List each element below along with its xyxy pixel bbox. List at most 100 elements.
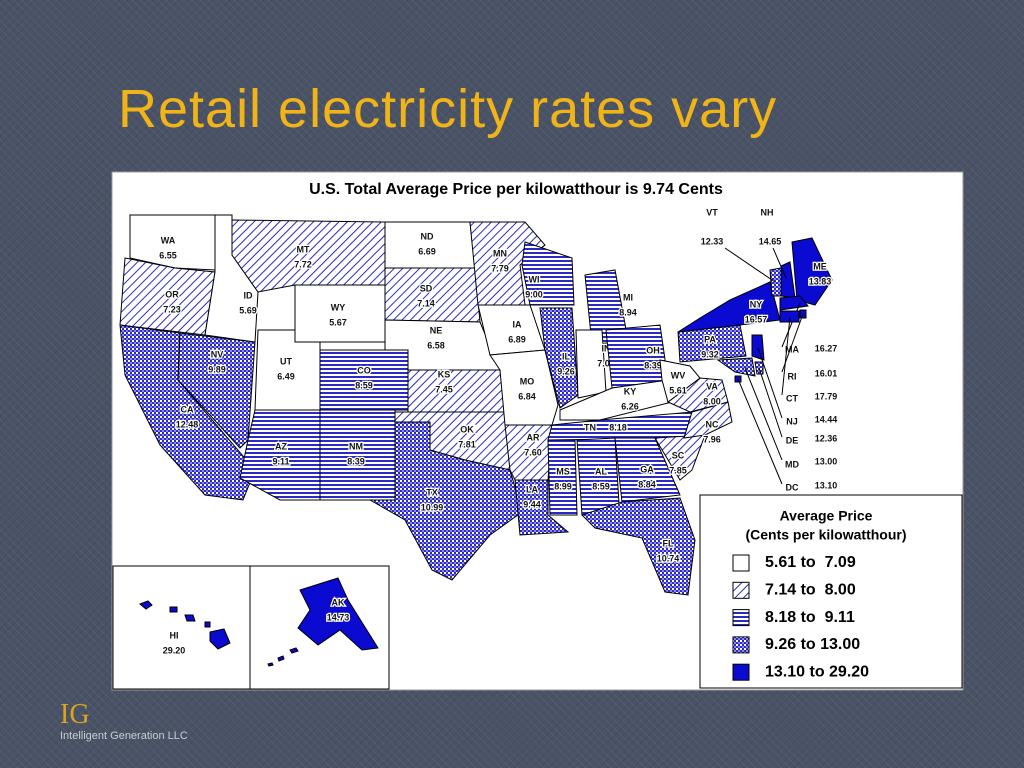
state [779,310,800,323]
leader-line [781,316,791,396]
state-value: 6.58 [427,340,445,350]
leader-line [724,247,776,283]
state-value: 17.79 [815,391,838,401]
state [139,600,231,650]
state-abbr: IA [513,319,523,329]
slide-title: Retail electricity rates vary [118,79,778,139]
hawaii-inset [112,565,251,690]
state-value: 9.44 [523,499,541,509]
state [319,409,396,501]
legend-swatch [732,554,750,572]
state-value: 6.89 [508,334,526,344]
state [521,241,575,306]
state-value: 5.69 [239,305,257,315]
state-value: 9.00 [525,289,543,299]
state-value: 12.33 [701,236,724,246]
state-abbr: KY [624,386,637,396]
legend-swatch [732,581,750,599]
state-abbr: WV [671,370,686,380]
state-value: 8.94 [619,307,637,317]
state-value: 14.73 [327,612,350,622]
state-abbr: OH [646,345,660,355]
state-abbr: TX [426,487,438,497]
state [407,369,506,413]
state-value: 7.96 [703,434,721,444]
state-value: 16.01 [815,368,838,378]
legend-label: 8.18 to 9.11 [765,609,855,626]
state [751,334,765,361]
state-abbr: OR [165,289,179,299]
legend-label: 13.10 to 29.20 [765,663,869,680]
state-value: 8.59 [355,380,373,390]
state-abbr: CT [786,393,798,403]
state-abbr: MT [297,244,310,254]
leader-line [772,247,787,279]
leader-line [758,367,783,438]
state-value: 5.67 [329,317,347,327]
state-abbr: FL [663,538,674,548]
legend-swatch [732,609,750,627]
state-value: 5.61 [669,385,687,395]
legend-label: 5.61 to 7.09 [765,554,856,571]
state-abbr: MN [493,248,507,258]
state-value: 9.26 [557,366,575,376]
state-abbr: NY [750,299,763,309]
state-abbr: IL [562,351,571,361]
state-abbr: CA [181,404,194,414]
state [779,295,809,311]
state-abbr: VA [706,381,718,391]
state-abbr: NJ [786,416,798,426]
state-value: 7.72 [294,259,312,269]
state-value: 6.84 [518,391,536,401]
state-abbr: DC [786,482,799,492]
state [231,219,386,293]
state-value: 7.85 [669,465,687,475]
state [129,214,216,271]
state-abbr: WI [529,274,540,284]
state-abbr: NH [761,207,774,217]
state-value: 6.26 [621,401,639,411]
state-value: 12.48 [176,419,199,429]
leader-line [757,347,783,419]
state-abbr: NC [706,419,719,429]
legend-label: 7.14 to 8.00 [765,582,856,599]
state [716,357,756,377]
state-value: 13.83 [809,276,832,286]
state-abbr: LA [526,484,538,494]
state-value: 10.99 [421,502,444,512]
state-value: 13.00 [815,456,838,466]
state-value: 14.44 [815,414,838,424]
legend-swatch [732,663,750,681]
state [791,237,833,306]
state [368,421,523,581]
state-value: 7.23 [163,304,181,314]
state-value: 8.00 [703,396,721,406]
leader-line [744,367,783,461]
state [581,497,696,596]
leader-line [781,302,801,348]
state-value: 6.55 [159,250,177,260]
state-abbr: OK [460,424,474,434]
state-abbr: GA [640,464,654,474]
state-value: 13.10 [815,480,838,490]
state-abbr: VT [706,207,718,217]
state-abbr: RI [788,371,797,381]
state-abbr: NE [430,325,443,335]
state-value: 9.32 [701,349,719,359]
state-value: 9.89 [208,364,226,374]
state [605,324,669,389]
state-value: 8.84 [638,479,656,489]
state-value: 14.65 [759,236,782,246]
state-abbr: WA [161,235,176,245]
state-abbr: ID [244,290,254,300]
state-value: 8.99 [554,481,572,491]
state-value: 7.81 [458,439,476,449]
state-abbr: SD [420,283,433,293]
state-value: 16.27 [815,343,838,353]
state-abbr: DE [786,435,799,445]
state-abbr: NV [211,349,224,359]
legend-subtitle: (Cents per kilowatthour) [745,527,906,543]
state [384,221,476,269]
company-name: Intelligent Generation LLC [60,730,188,742]
